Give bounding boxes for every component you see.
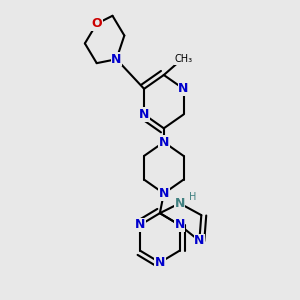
Text: N: N [174,218,185,232]
Text: H: H [189,192,196,203]
Text: N: N [139,108,149,121]
Text: N: N [159,187,169,200]
Text: N: N [155,256,165,269]
Text: N: N [174,197,185,210]
Text: N: N [194,234,205,247]
Text: N: N [135,218,145,232]
Text: N: N [178,82,189,95]
Text: O: O [92,17,102,30]
Text: N: N [111,53,122,66]
Text: CH₃: CH₃ [175,54,193,64]
Text: N: N [159,136,169,148]
